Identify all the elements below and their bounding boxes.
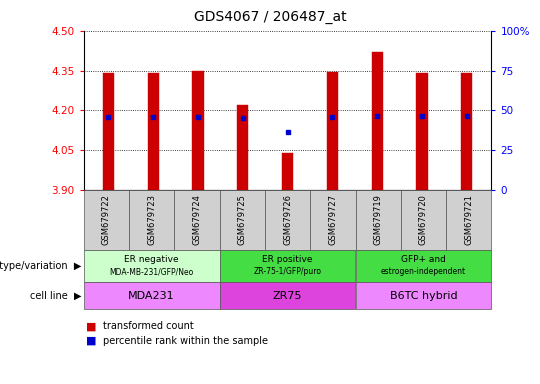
Text: ER positive: ER positive [262, 255, 313, 263]
Text: percentile rank within the sample: percentile rank within the sample [103, 336, 268, 346]
Bar [416, 73, 428, 190]
Bar [372, 52, 383, 190]
Text: ZR-75-1/GFP/puro: ZR-75-1/GFP/puro [254, 267, 321, 276]
Bar [103, 73, 114, 190]
Text: MDA-MB-231/GFP/Neo: MDA-MB-231/GFP/Neo [110, 267, 194, 276]
Text: GSM679727: GSM679727 [328, 194, 338, 245]
Text: ■: ■ [86, 336, 97, 346]
Text: GSM679724: GSM679724 [192, 194, 201, 245]
Bar [147, 73, 159, 190]
Text: ■: ■ [86, 321, 97, 331]
Text: GSM679723: GSM679723 [147, 194, 156, 245]
Text: MDA231: MDA231 [129, 291, 175, 301]
Text: cell line  ▶: cell line ▶ [30, 291, 81, 301]
Bar [327, 72, 338, 190]
Text: ER negative: ER negative [124, 255, 179, 263]
Text: estrogen-independent: estrogen-independent [381, 267, 466, 276]
Bar [282, 153, 293, 190]
Text: GSM679721: GSM679721 [464, 194, 473, 245]
Text: B6TC hybrid: B6TC hybrid [390, 291, 457, 301]
Text: genotype/variation  ▶: genotype/variation ▶ [0, 261, 81, 271]
Bar [192, 71, 204, 190]
Text: GFP+ and: GFP+ and [401, 255, 446, 263]
Text: GDS4067 / 206487_at: GDS4067 / 206487_at [194, 10, 346, 23]
Bar [237, 105, 248, 190]
Bar [461, 73, 472, 190]
Text: transformed count: transformed count [103, 321, 193, 331]
Text: GSM679725: GSM679725 [238, 194, 247, 245]
Text: ZR75: ZR75 [273, 291, 302, 301]
Text: GSM679720: GSM679720 [419, 194, 428, 245]
Text: GSM679719: GSM679719 [374, 194, 383, 245]
Text: GSM679726: GSM679726 [283, 194, 292, 245]
Text: GSM679722: GSM679722 [102, 194, 111, 245]
